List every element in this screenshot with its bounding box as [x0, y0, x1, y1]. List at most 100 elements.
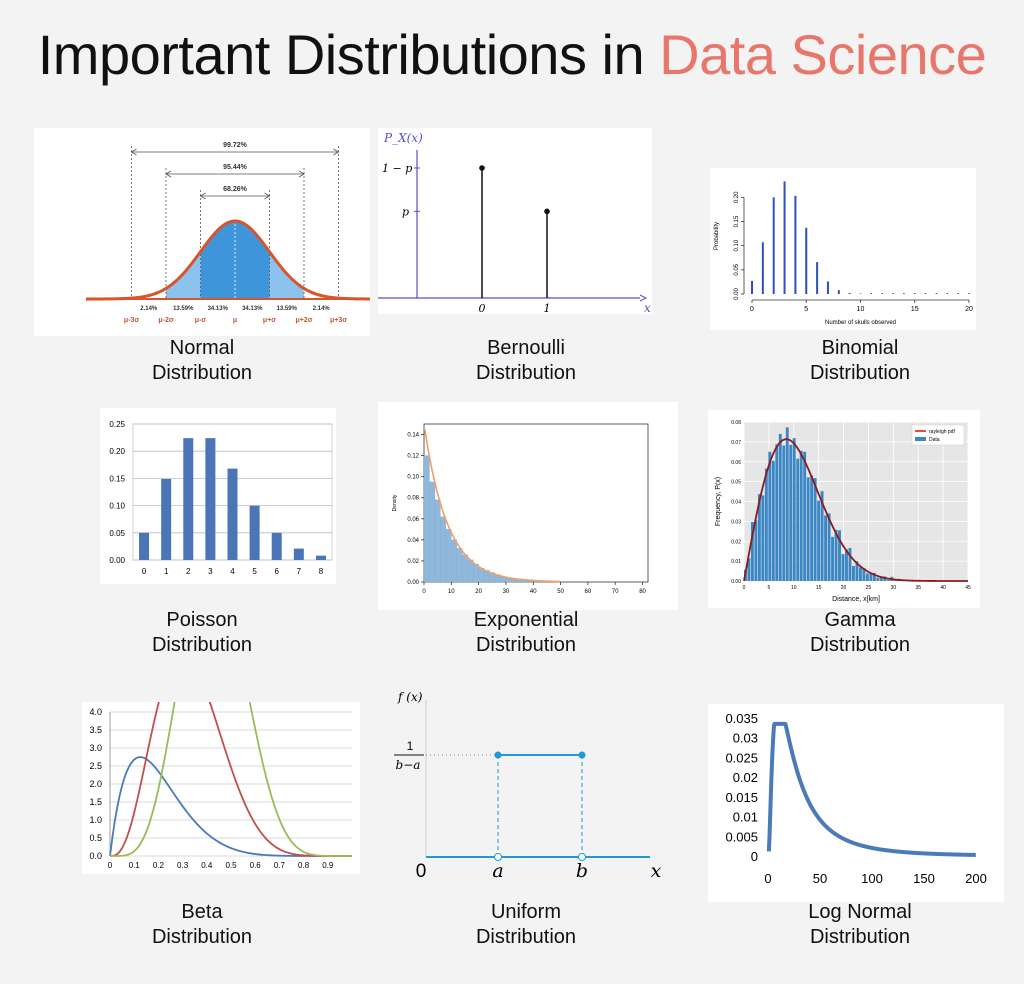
gamma-bar [876, 577, 880, 581]
exponential-x-tick-label: 40 [530, 589, 537, 595]
binomial-y-tick-label: 0.05 [734, 263, 740, 275]
normal-x-label: μ [233, 317, 237, 324]
binomial-x-tick-label: 5 [804, 306, 808, 313]
normal-x-label: μ-2σ [158, 317, 174, 324]
gamma-bar [841, 554, 845, 581]
beta-x-tick-label: 0.8 [298, 861, 310, 870]
lognormal-x-tick-label: 100 [861, 871, 883, 886]
exponential-y-tick-label: 0.10 [407, 475, 419, 481]
normal-chart-panel: 99.72% 95.44% 68.26% 2.14% 13.59% 34.13% 34.13… [34, 128, 370, 336]
gamma-x-tick-label: 30 [891, 585, 897, 591]
gamma-legend-swatch-bar [915, 437, 926, 441]
beta-x-tick-label: 0.5 [225, 861, 237, 870]
gamma-bar [754, 520, 758, 581]
exponential-x-tick-label: 50 [557, 589, 564, 595]
beta-x-tick-label: 0.1 [129, 861, 141, 870]
gamma-bar [824, 515, 828, 581]
lognormal-y-tick-label: 0.005 [725, 829, 758, 844]
gamma-x-tick-label: 10 [791, 585, 797, 591]
gamma-legend-label: Data [929, 437, 940, 443]
bernoulli-chart: P_X(x) 1 − p p 0 1 x [378, 131, 651, 314]
gamma-x-tick-label: 20 [841, 585, 847, 591]
binomial-chart: 0.00 0.05 0.10 0.15 0.20 0 5 10 15 20 Number of sk… [714, 181, 973, 326]
gamma-bar [817, 500, 821, 581]
gamma-x-tick-label: 40 [940, 585, 946, 591]
gamma-chart: 0.00 0.01 0.02 0.03 0.04 0.05 0.06 0.07 0.08 0 5 10… [715, 420, 971, 603]
poisson-y-tick-label: 0.20 [109, 447, 125, 456]
normal-bracket-label: 99.72% [223, 142, 248, 149]
title-highlight-text: Data Science [659, 23, 987, 86]
lognormal-curve [766, 721, 978, 857]
poisson-bar [293, 548, 304, 560]
exponential-y-tick-label: 0.04 [407, 538, 419, 544]
bernoulli-x-tick-label: 0 [479, 302, 486, 314]
exponential-x-tick-label: 10 [448, 589, 455, 595]
poisson-bar [315, 555, 326, 560]
beta-caption-line1: Beta [181, 901, 223, 923]
exponential-bar [462, 554, 468, 583]
gamma-y-label: Frequency, P(x) [715, 477, 722, 526]
gamma-x-tick-label: 0 [743, 585, 746, 591]
normal-segment-label: 2.14% [140, 306, 158, 312]
poisson-bar [271, 532, 282, 560]
bernoulli-x-label: x [644, 301, 651, 314]
bernoulli-point [544, 208, 550, 215]
binomial-y-tick-label: 0.15 [734, 215, 740, 227]
poisson-chart-panel: 0.00 0.05 0.10 0.15 0.20 0.25 0 1 2 3 4 5 6 7 8 [100, 408, 336, 584]
exponential-y-tick-label: 0.00 [407, 580, 419, 586]
gamma-bar [810, 475, 814, 581]
bernoulli-point [479, 165, 485, 171]
beta-series-line-2 [109, 702, 352, 857]
exponential-caption-line1: Exponential [473, 609, 579, 631]
poisson-y-tick-label: 0.05 [109, 529, 125, 538]
beta-y-tick-label: 0.5 [89, 833, 102, 843]
lognormal-chart: 0 0.005 0.01 0.015 0.02 0.025 0.03 0.035 0 50 100 1… [725, 711, 986, 886]
gamma-bar [869, 572, 873, 581]
gamma-legend-label: rayleigh pdf [929, 429, 955, 435]
bernoulli-x-tick-label: 1 [544, 302, 551, 314]
uniform-point-b-bottom [578, 853, 586, 861]
uniform-x-label: x [651, 860, 662, 882]
gamma-x-tick-label: 5 [767, 585, 770, 591]
gamma-x-tick-label: 15 [816, 585, 822, 591]
gamma-bar [834, 529, 838, 581]
binomial-y-tick-label: 0.10 [734, 239, 740, 251]
poisson-chart: 0.00 0.05 0.10 0.15 0.20 0.25 0 1 2 3 4 5 6 7 8 [109, 420, 333, 576]
beta-y-tick-label: 3.5 [89, 725, 102, 735]
beta-y-tick-label: 2.5 [89, 761, 102, 771]
exponential-bar [467, 559, 474, 583]
beta-chart-panel: 0.0 0.5 1.0 1.5 2.0 2.5 3.0 3.5 4.0 0 0.1 0.2 0.3 0.4… [82, 702, 360, 874]
gamma-bar [785, 427, 789, 581]
exponential-x-tick-label: 20 [475, 589, 482, 595]
exponential-bar [478, 568, 485, 583]
exponential-bar [445, 529, 452, 583]
gamma-caption-line1: Gamma [824, 609, 896, 631]
gamma-bar [886, 579, 890, 581]
gamma-y-tick-label: 0.00 [731, 579, 741, 585]
gamma-bar [806, 477, 810, 581]
gamma-y-tick-label: 0.02 [731, 539, 741, 545]
beta-x-tick-label: 0.3 [177, 861, 189, 870]
beta-chart: 0.0 0.5 1.0 1.5 2.0 2.5 3.0 3.5 4.0 0 0.1 0.2 0.3 0.4… [89, 702, 352, 870]
beta-y-tick-label: 2.0 [89, 779, 102, 789]
exponential-y-tick-label: 0.08 [407, 496, 419, 502]
normal-caption-line1: Normal [169, 337, 235, 359]
bernoulli-y-tick-label: p [402, 205, 409, 218]
bernoulli-chart-panel: P_X(x) 1 − p p 0 1 x [378, 128, 652, 314]
exponential-curve [424, 429, 561, 583]
lognormal-y-tick-label: 0.02 [733, 770, 758, 785]
gamma-y-tick-label: 0.01 [731, 559, 741, 565]
normal-segment-label: 13.59% [173, 306, 194, 312]
gamma-x-tick-label: 35 [915, 585, 921, 591]
exponential-x-tick-label: 60 [585, 589, 592, 595]
poisson-y-tick-label: 0.25 [109, 420, 125, 429]
exponential-x-tick-label: 70 [612, 589, 619, 595]
lognormal-y-tick-label: 0.025 [725, 750, 758, 765]
lognormal-caption-line2: Distribution [809, 926, 911, 948]
gamma-bar [852, 565, 855, 581]
gamma-x-tick-label: 25 [866, 585, 872, 591]
poisson-y-tick-label: 0.15 [109, 474, 125, 483]
normal-bracket-arrow [199, 192, 271, 200]
gamma-y-tick-label: 0.04 [731, 500, 741, 506]
gamma-bar [771, 460, 775, 581]
